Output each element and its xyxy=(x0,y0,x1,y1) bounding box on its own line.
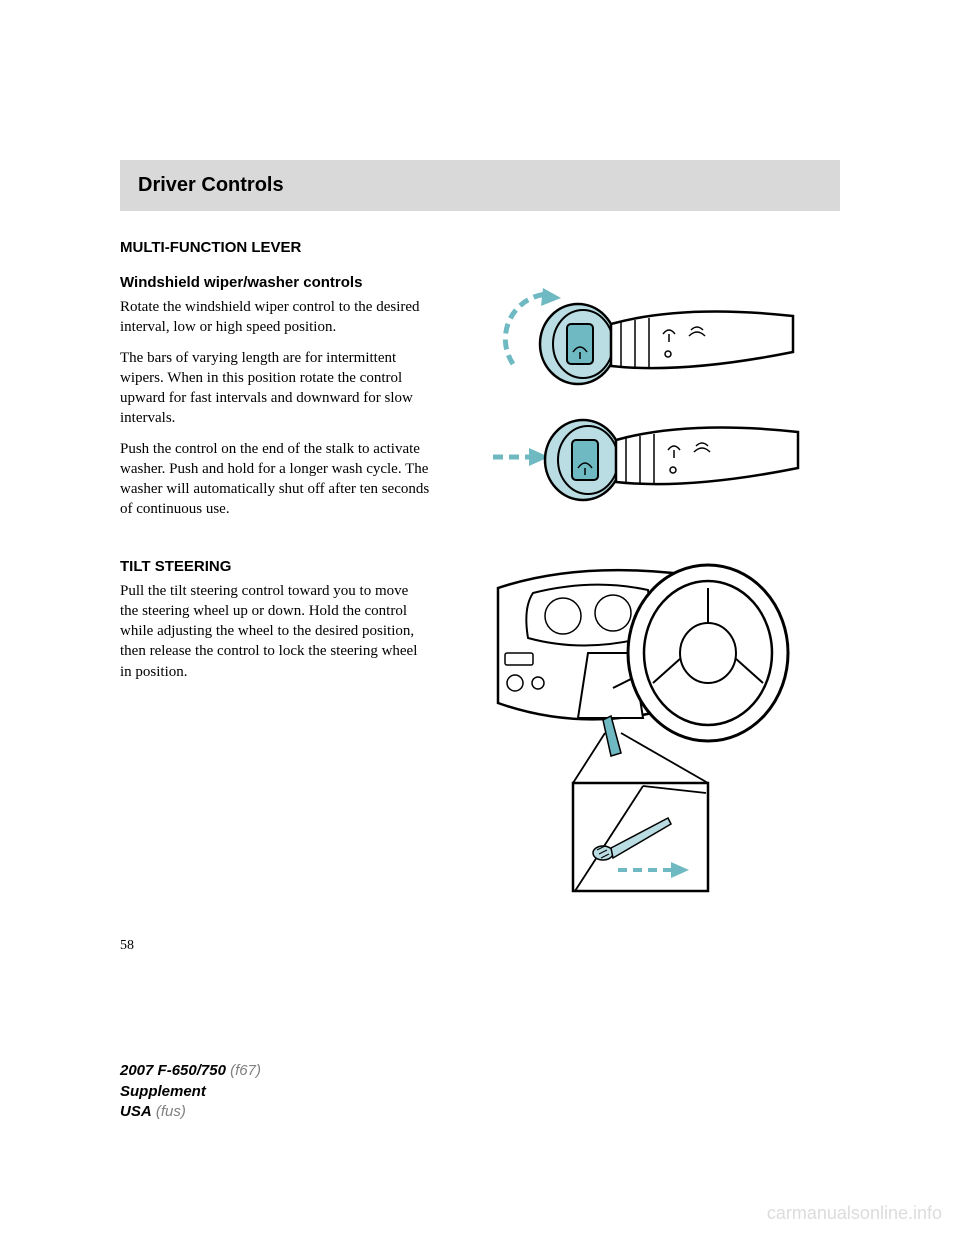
wiper-para-2: The bars of varying length are for inter… xyxy=(120,348,430,429)
tilt-content-row: TILT STEERING Pull the tilt steering con… xyxy=(120,558,840,898)
footer-region-code: (fus) xyxy=(156,1103,186,1120)
wiper-push-icon xyxy=(483,402,803,512)
section-header-bar: Driver Controls xyxy=(120,160,840,211)
footer-block: 2007 F-650/750 (f67) Supplement USA (fus… xyxy=(120,1061,261,1122)
wiper-content-row: Windshield wiper/washer controls Rotate … xyxy=(120,274,840,530)
footer-line-3: USA (fus) xyxy=(120,1102,261,1122)
page-container: Driver Controls MULTI-FUNCTION LEVER Win… xyxy=(0,0,960,954)
footer-model: 2007 F-650/750 xyxy=(120,1062,226,1079)
wiper-rotate-icon xyxy=(483,274,803,394)
wiper-para-3: Push the control on the end of the stalk… xyxy=(120,439,430,520)
footer-line-1: 2007 F-650/750 (f67) xyxy=(120,1061,261,1081)
footer-model-code: (f67) xyxy=(230,1062,261,1079)
footer-supplement: Supplement xyxy=(120,1082,261,1102)
multi-function-heading: MULTI-FUNCTION LEVER xyxy=(120,239,840,256)
page-number: 58 xyxy=(120,938,840,954)
wiper-illustration-column xyxy=(446,274,840,530)
watermark-text: carmanualsonline.info xyxy=(767,1203,942,1224)
wiper-text-column: Windshield wiper/washer controls Rotate … xyxy=(120,274,430,530)
wiper-subheading: Windshield wiper/washer controls xyxy=(120,274,430,291)
tilt-para-1: Pull the tilt steering control toward yo… xyxy=(120,581,430,682)
tilt-heading: TILT STEERING xyxy=(120,558,430,575)
section-header-title: Driver Controls xyxy=(138,174,822,197)
tilt-steering-icon xyxy=(493,558,793,898)
footer-region: USA xyxy=(120,1103,152,1120)
tilt-text-column: TILT STEERING Pull the tilt steering con… xyxy=(120,558,430,898)
wiper-para-1: Rotate the windshield wiper control to t… xyxy=(120,297,430,338)
tilt-illustration-column xyxy=(446,558,840,898)
